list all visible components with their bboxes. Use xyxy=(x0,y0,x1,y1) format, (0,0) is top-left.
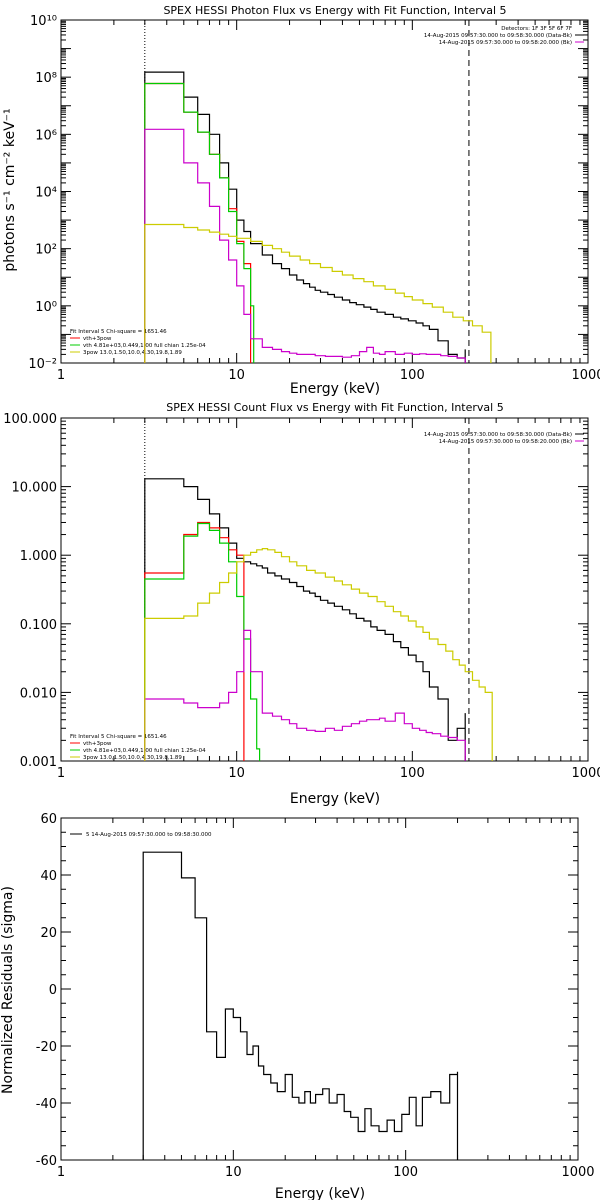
panel-2-x-tick-label: 10 xyxy=(228,766,245,781)
panel-2-y-tick-label: 0.001 xyxy=(20,755,57,770)
panel-2-legend-3pow: 3pow 13.0,1.50,10.0,4.30,19.8,1.89 xyxy=(83,755,182,761)
panel-2-legend-fit: Fit Interval 5 Chi-square = 1651.46 xyxy=(70,734,167,740)
panel-1-y-tick-label: 10⁶ xyxy=(35,128,57,143)
panel-2-legend-bottom-left: Fit Interval 5 Chi-square = 1651.46 vth+… xyxy=(70,734,206,761)
panel-2-x-tick-label: 1 xyxy=(57,766,65,781)
panel-1-x-tick-label: 1000 xyxy=(571,368,600,383)
panel-3-legend: 5 14-Aug-2015 09:57:30.000 to 09:58:30.0… xyxy=(70,832,212,838)
panel-2-legend-top-right: 14-Aug-2015 09:57:30.000 to 09:58:30.000… xyxy=(424,432,584,445)
panel-3-frame xyxy=(60,817,579,1161)
panel-2-series-2 xyxy=(144,522,261,761)
panel-2-y-tick-label: 10.000 xyxy=(12,481,58,496)
panel-1-legend-top-right: Detectors: 1F 3F 5F 6F 7F 14-Aug-2015 09… xyxy=(424,26,584,46)
panel-1-series-0 xyxy=(144,71,466,363)
panel-2-legend-model: vth+3pow xyxy=(83,741,112,747)
panel-3-legend-label: 5 14-Aug-2015 09:57:30.000 to 09:58:30.0… xyxy=(86,832,212,838)
panel-1-y-tick-label: 10⁰ xyxy=(35,300,57,315)
panel-1-series-4 xyxy=(144,223,492,363)
panel-1-series-3 xyxy=(144,128,466,363)
panel-2-x-tick-label: 100 xyxy=(400,766,425,781)
panel-1-y-tick-label: 10² xyxy=(35,243,57,258)
panel-1-y-tick-label: 10¹⁰ xyxy=(30,14,57,29)
panel-2-y-tick-label: 0.010 xyxy=(20,686,57,701)
panel-3-y-tick-label: 60 xyxy=(40,812,57,827)
panel-2-xlabel: Energy (keV) xyxy=(290,791,380,807)
panel-1-legend-bottom-left: Fit Interval 5 Chi-square = 1651.46 vth+… xyxy=(70,329,206,356)
panel-1-xlabel: Energy (keV) xyxy=(290,381,380,397)
panel-2-legend-data-interval: 14-Aug-2015 09:57:30.000 to 09:58:30.000… xyxy=(424,432,572,438)
panel-2-title: SPEX HESSI Count Flux vs Energy with Fit… xyxy=(166,401,503,414)
panel-3-y-tick-label: -40 xyxy=(36,1097,57,1112)
residuals-panel: Energy (keV) Normalized Residuals (sigma… xyxy=(0,812,595,1200)
panel-1-y-tick-label: 10⁴ xyxy=(35,186,57,201)
panel-3-series-0 xyxy=(142,851,459,1160)
panel-3-x-tick-label: 1000 xyxy=(561,1165,594,1180)
panel-1-legend-3pow: 3pow 13.0,1.50,10.0,4.30,19.8,1.89 xyxy=(83,350,182,356)
panel-3-x-tick-label: 100 xyxy=(393,1165,418,1180)
panel-3-y-tick-label: -20 xyxy=(36,1040,57,1055)
count-flux-panel: SPEX HESSI Count Flux vs Energy with Fit… xyxy=(3,401,600,807)
panel-1-ylabel: photons s⁻¹ cm⁻² keV⁻¹ xyxy=(2,108,18,271)
panel-1-title: SPEX HESSI Photon Flux vs Energy with Fi… xyxy=(163,4,506,17)
panel-2-y-tick-label: 0.100 xyxy=(20,618,57,633)
panel-1-x-tick-label: 10 xyxy=(228,368,245,383)
panel-1-y-tick-label: 10⁻² xyxy=(28,357,57,372)
panel-3-x-tick-label: 10 xyxy=(225,1165,242,1180)
panel-3-ylabel: Normalized Residuals (sigma) xyxy=(0,886,16,1094)
photon-flux-panel: SPEX HESSI Photon Flux vs Energy with Fi… xyxy=(2,4,600,397)
panel-1-series-2 xyxy=(144,82,255,363)
panel-1-legend-fit: Fit Interval 5 Chi-square = 1651.46 xyxy=(70,329,167,335)
panel-3-x-tick-label: 1 xyxy=(57,1165,65,1180)
panel-3-y-tick-label: 40 xyxy=(40,869,57,884)
panel-3-y-tick-label: -60 xyxy=(36,1154,57,1169)
panel-3-xlabel: Energy (keV) xyxy=(275,1186,365,1200)
panel-1-legend-model: vth+3pow xyxy=(83,336,112,342)
panel-2-series-4 xyxy=(144,548,493,761)
panel-2-frame xyxy=(60,417,589,762)
panel-1-legend-data-interval: 14-Aug-2015 09:57:30.000 to 09:58:30.000… xyxy=(424,33,572,39)
panel-2-y-tick-label: 1.000 xyxy=(20,549,57,564)
panel-2-series-0 xyxy=(144,478,466,761)
panel-3-y-tick-label: 20 xyxy=(40,926,57,941)
panel-1-x-tick-label: 1 xyxy=(57,368,65,383)
panel-1-frame xyxy=(60,19,589,364)
panel-1-legend-bk-interval: 14-Aug-2015 09:57:30.000 to 09:58:20.000… xyxy=(439,40,572,46)
panel-2-x-tick-label: 1000 xyxy=(571,766,600,781)
panel-2-legend-bk-interval: 14-Aug-2015 09:57:30.000 to 09:58:20.000… xyxy=(439,439,572,445)
panel-1-legend-detectors: Detectors: 1F 3F 5F 6F 7F xyxy=(501,26,572,32)
panel-1-y-tick-label: 10⁸ xyxy=(35,71,57,86)
panel-3-y-tick-label: 0 xyxy=(49,983,57,998)
panel-1-x-tick-label: 100 xyxy=(400,368,425,383)
panel-2-series-3 xyxy=(144,629,466,761)
panel-2-y-tick-label: 100.000 xyxy=(3,412,57,427)
